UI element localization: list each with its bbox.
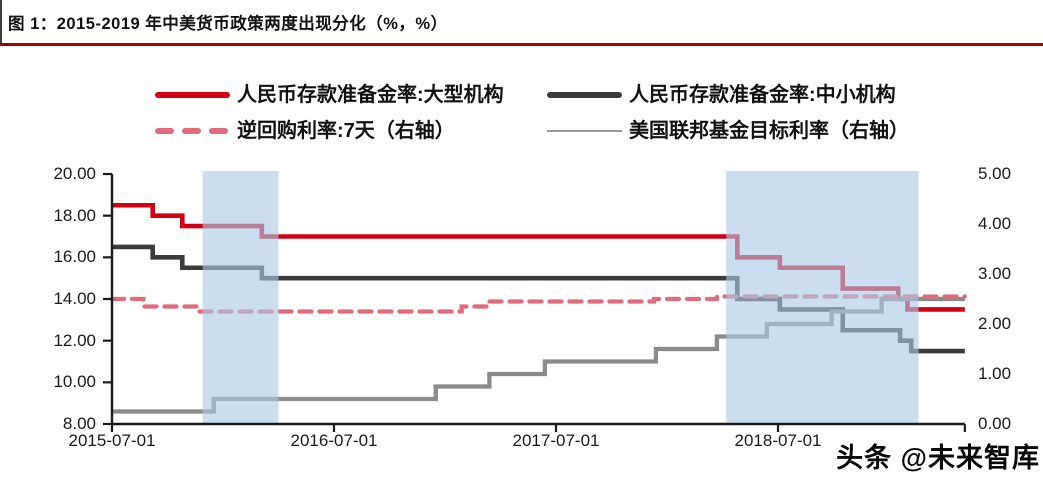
title-underline: [0, 43, 1043, 46]
right-axis-tick-label: 2.00: [978, 314, 1012, 333]
series-line: [109, 294, 967, 314]
right-axis-tick-label: 0.00: [978, 414, 1012, 433]
left-axis-tick-label: 20.00: [53, 164, 96, 183]
right-axis-tick-label: 3.00: [978, 264, 1012, 283]
highlight-band: [202, 171, 279, 423]
left-axis-tick-label: 8.00: [62, 414, 96, 433]
figure-title: 图 1：2015-2019 年中美货币政策两度出现分化（%，%）: [8, 15, 448, 33]
highlight-band: [726, 171, 919, 423]
right-axis-tick-label: 5.00: [978, 164, 1012, 183]
left-axis-tick-label: 14.00: [53, 289, 96, 308]
watermark: 头条 @未来智库: [836, 443, 1040, 473]
legend-label-large-rrr: 人民币存款准备金率:大型机构: [237, 84, 504, 106]
right-axis-tick-label: 1.00: [978, 364, 1012, 383]
left-axis-tick-label: 18.00: [53, 206, 96, 225]
legend-swatch-reverse-repo: [155, 128, 230, 134]
x-axis-tick-label: 2015-07-01: [68, 431, 156, 450]
right-axis-tick-label: 4.00: [978, 214, 1012, 233]
x-axis-tick-label: 2017-07-01: [512, 431, 600, 450]
left-axis-tick-label: 12.00: [53, 331, 96, 350]
legend-label-reverse-repo: 逆回购利率:7天（右轴）: [237, 120, 455, 142]
left-axis-tick-label: 10.00: [53, 372, 96, 391]
x-axis-tick-label: 2016-07-01: [290, 431, 378, 450]
title-accent-bar: [0, 0, 2, 44]
legend-swatch-fed-funds: [547, 130, 622, 132]
legend-label-fed-funds: 美国联邦基金目标利率（右轴）: [629, 120, 909, 142]
left-axis-tick-label: 16.00: [53, 247, 96, 266]
x-axis-tick-label: 2018-07-01: [734, 431, 822, 450]
legend-swatch-small-rrr: [547, 92, 622, 98]
legend-swatch-large-rrr: [155, 92, 230, 98]
legend-label-small-rrr: 人民币存款准备金率:中小机构: [629, 84, 896, 106]
